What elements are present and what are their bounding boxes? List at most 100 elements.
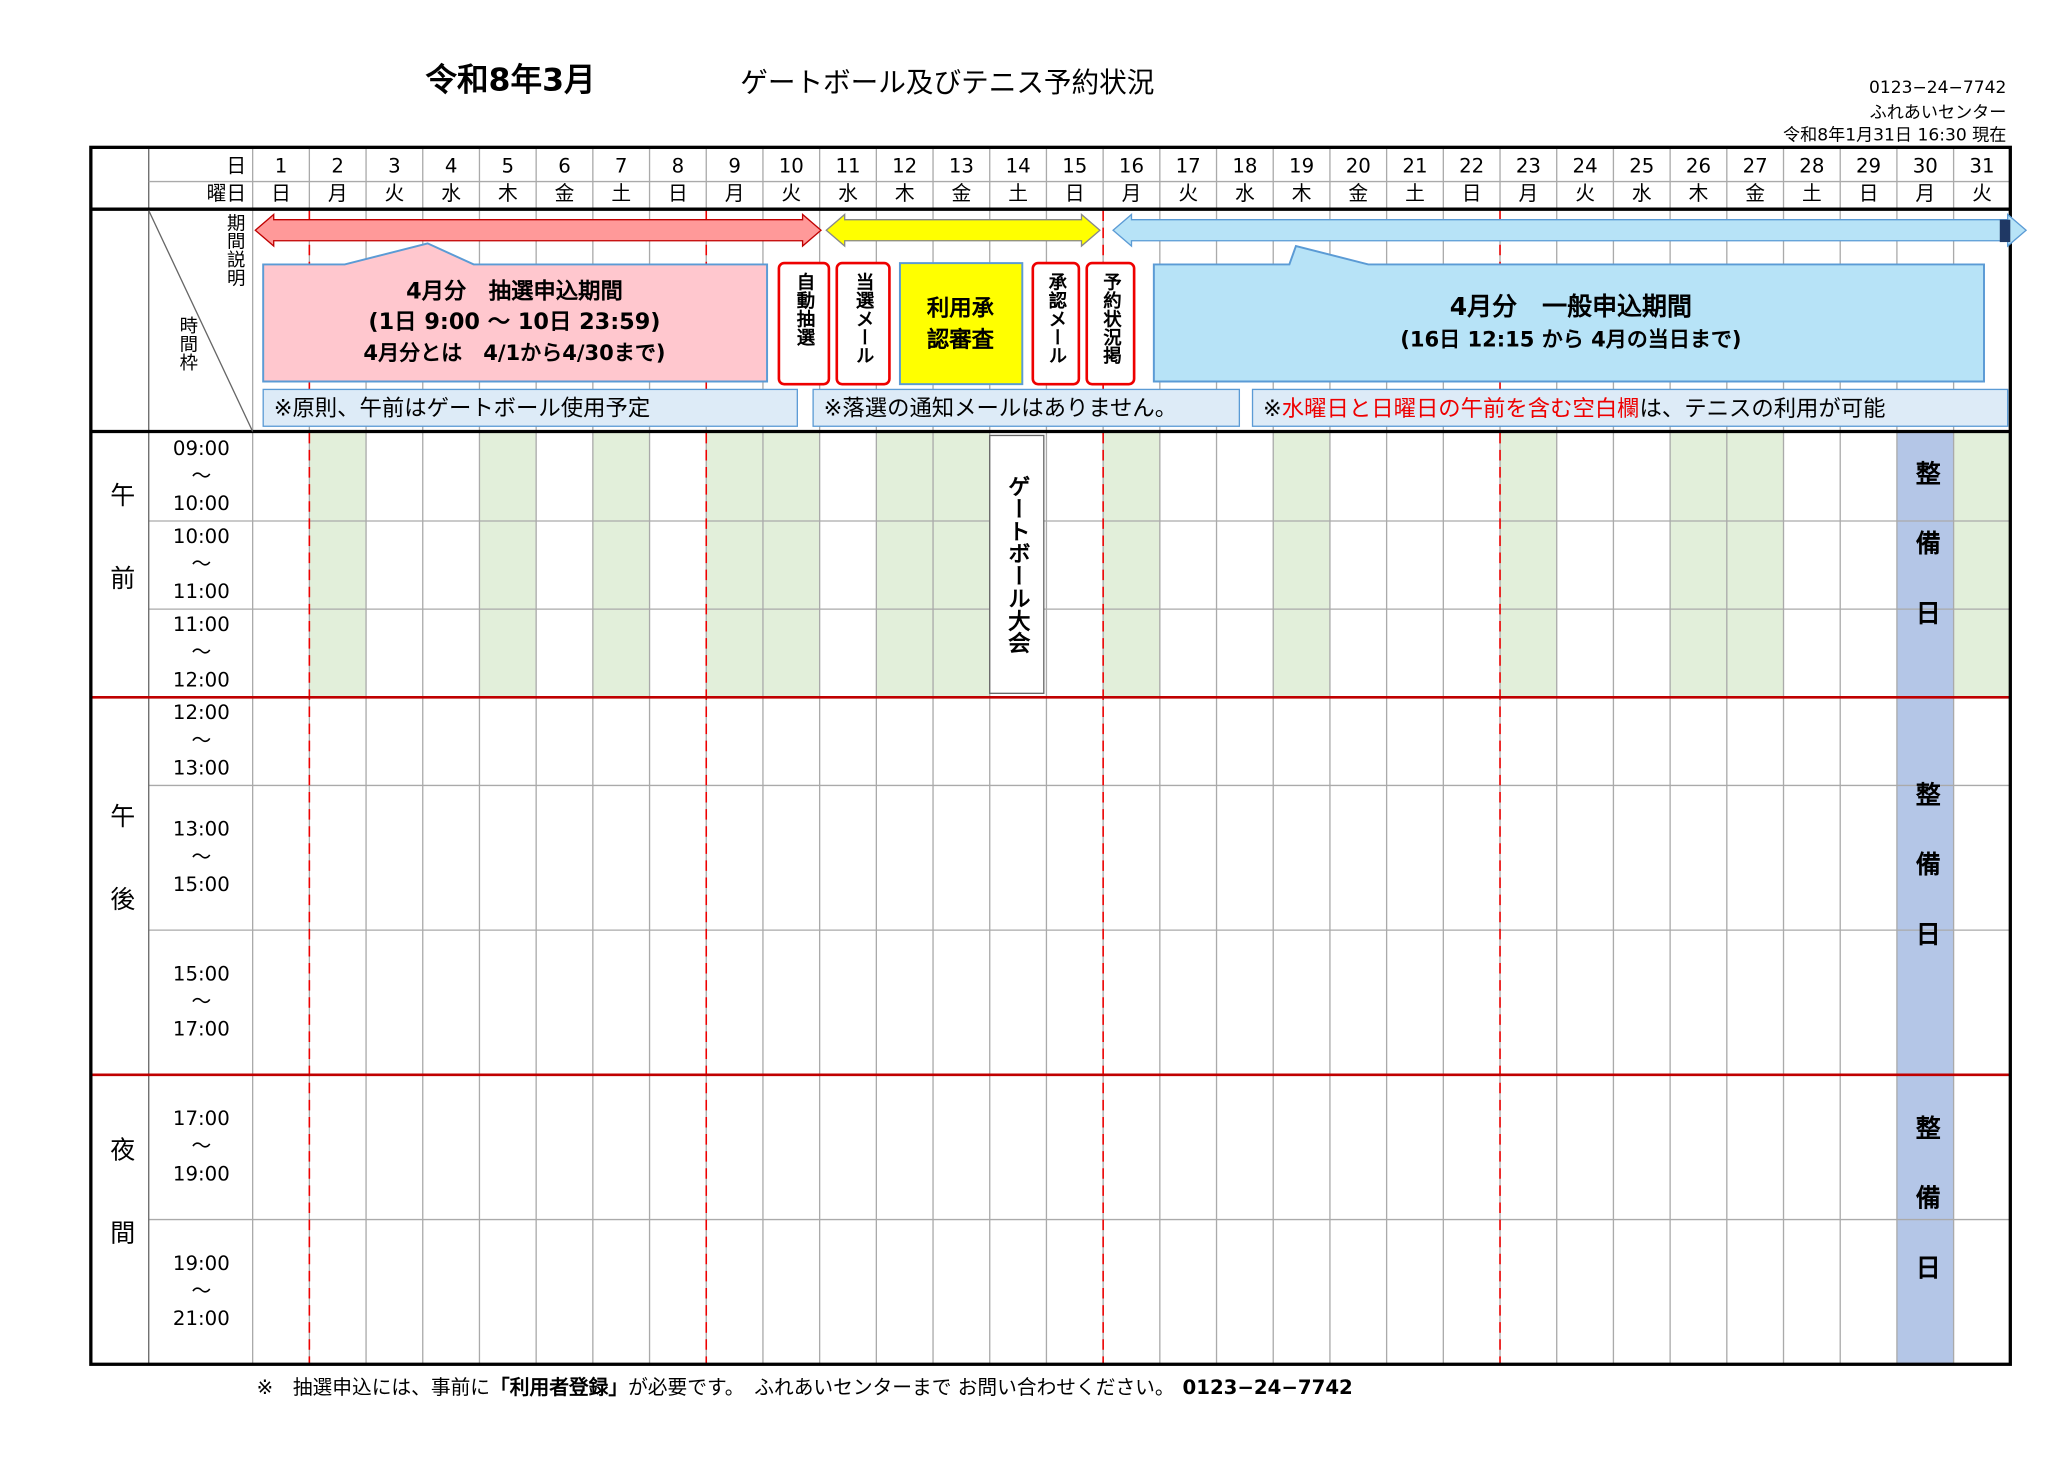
weekday-label: 曜日 — [207, 182, 246, 205]
weekday: 月 — [1519, 182, 1539, 205]
weekday: 月 — [725, 182, 745, 205]
day-number: 11 — [835, 155, 860, 178]
note-rest: は、テニスの利用が可能 — [1640, 396, 1886, 422]
day-number: 20 — [1346, 155, 1371, 178]
note: ※原則、午前はゲートボール使用予定 — [274, 396, 651, 422]
review-label: 利用承 — [927, 296, 995, 322]
lottery-box — [262, 242, 769, 383]
weekday: 土 — [1405, 182, 1425, 205]
section-label: 夜間 — [107, 1137, 136, 1303]
footer-phone: 0123−24−7742 — [1183, 1375, 1353, 1398]
am-reserved — [309, 432, 367, 698]
section-label: 午後 — [107, 803, 136, 969]
am-reserved — [933, 432, 990, 698]
am-reserved — [762, 432, 820, 698]
weekday: 火 — [1972, 182, 1992, 205]
weekday: 土 — [1008, 182, 1028, 205]
table-border — [89, 145, 2012, 1366]
day-number: 29 — [1856, 155, 1881, 178]
maintenance-label: 整備日 — [1912, 1115, 1941, 1324]
day-number: 28 — [1799, 155, 1824, 178]
step-label: 承認メール — [1046, 272, 1067, 364]
event-label: ゲートボール大会 — [1004, 475, 1030, 656]
day-number: 25 — [1629, 155, 1654, 178]
general-box — [1152, 244, 1985, 383]
am-reserved — [706, 432, 763, 698]
am-reserved — [876, 432, 934, 698]
day-number: 9 — [728, 155, 741, 178]
day-number: 27 — [1743, 155, 1768, 178]
step-box — [1085, 261, 1136, 386]
slot-start: 10:00 — [173, 525, 230, 548]
slot-end: 11:00 — [173, 580, 230, 603]
day-number: 1 — [275, 155, 288, 178]
slot-end: 12:00 — [173, 668, 230, 691]
slot-separator: 〜 — [191, 641, 211, 664]
note-highlight: 水曜日と日曜日の午前を含む空白欄 — [1282, 396, 1640, 422]
am-reserved — [1726, 432, 1784, 698]
am-reserved — [1103, 432, 1160, 698]
period-label: 期間説明 — [224, 213, 245, 287]
day-number: 7 — [615, 155, 628, 178]
day-number: 6 — [558, 155, 571, 178]
general-period: (16日 12:15 から 4月の当日まで) — [1400, 327, 1741, 352]
day-number: 13 — [949, 155, 974, 178]
slot-end: 17:00 — [173, 1018, 230, 1041]
slot-start: 11:00 — [173, 613, 230, 636]
period-arrow — [825, 213, 1101, 248]
review-box — [898, 262, 1024, 386]
weekday: 水 — [1632, 182, 1652, 205]
am-reserved — [1500, 432, 1557, 698]
day-number: 10 — [779, 155, 804, 178]
step-label: 予約状況掲 — [1100, 272, 1121, 365]
slot-separator: 〜 — [191, 464, 211, 487]
am-reserved — [479, 432, 537, 698]
weekday: 月 — [1122, 182, 1142, 205]
slot-start: 19:00 — [173, 1252, 230, 1275]
day-number: 22 — [1459, 155, 1484, 178]
general-title: 4月分 一般申込期間 — [1450, 292, 1692, 321]
footer: ※ 抽選申込には、事前に「利用者登録」が必要です。 ふれあいセンターまで お問い… — [257, 1375, 1353, 1398]
weekday: 水 — [1235, 182, 1255, 205]
step-box — [835, 261, 891, 386]
slot-separator: 〜 — [191, 553, 211, 576]
slot-separator: 〜 — [191, 990, 211, 1013]
slot-end: 19:00 — [173, 1162, 230, 1185]
slot-end: 21:00 — [173, 1307, 230, 1330]
weekday: 火 — [385, 182, 405, 205]
slot-start: 15:00 — [173, 962, 230, 985]
weekday: 木 — [1292, 182, 1312, 205]
weekday: 木 — [1689, 182, 1709, 205]
note-mark: ※ — [1263, 396, 1282, 422]
day-number: 24 — [1573, 155, 1598, 178]
center: ふれあいセンター — [1870, 103, 2007, 123]
slot-end: 13:00 — [173, 756, 230, 779]
day-label: 日 — [226, 155, 246, 178]
day-number: 5 — [502, 155, 515, 178]
day-number: 15 — [1062, 155, 1087, 178]
weekday: 日 — [1462, 182, 1482, 205]
weekday: 水 — [441, 182, 461, 205]
note-box — [812, 388, 1241, 427]
weekday: 金 — [555, 182, 575, 205]
day-number: 26 — [1686, 155, 1711, 178]
weekday: 木 — [895, 182, 915, 205]
slot-start: 09:00 — [173, 437, 230, 460]
note-box — [262, 388, 798, 427]
day-number: 31 — [1969, 155, 1994, 178]
title: 令和8年3月 — [425, 63, 595, 99]
day-number: 8 — [672, 155, 685, 178]
slot-separator: 〜 — [191, 729, 211, 752]
maintenance-label: 整備日 — [1912, 460, 1941, 669]
period-arrow — [254, 213, 823, 248]
lottery-period: (1日 9:00 〜 10日 23:59) — [368, 309, 660, 335]
day-number: 16 — [1119, 155, 1144, 178]
weekday: 水 — [838, 182, 858, 205]
phone: 0123−24−7742 — [1869, 78, 2006, 98]
slot-end: 15:00 — [173, 873, 230, 896]
weekday: 土 — [611, 182, 631, 205]
am-reserved — [592, 432, 650, 698]
maintenance-column — [1896, 432, 1954, 1365]
